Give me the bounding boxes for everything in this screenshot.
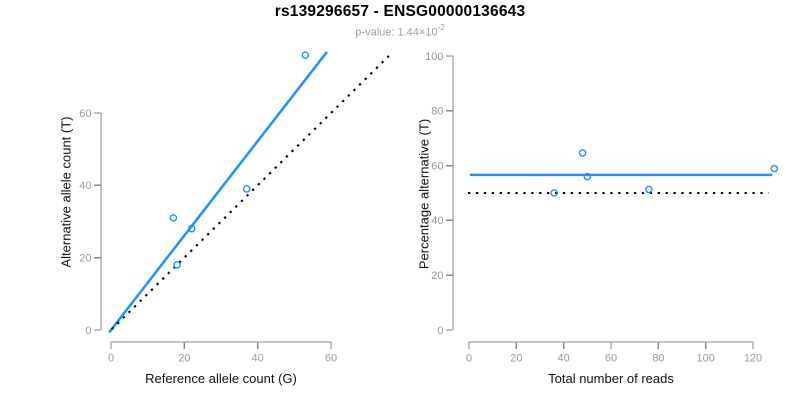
x-tick-label: 40 bbox=[252, 353, 264, 365]
p-value-text: p-value: 1.44×10 bbox=[355, 26, 438, 39]
data-point bbox=[583, 172, 592, 181]
y-tick-label: 80 bbox=[431, 106, 443, 118]
x-axis-title-left: Reference allele count (G) bbox=[145, 371, 297, 386]
data-point bbox=[169, 214, 178, 222]
data-point bbox=[187, 224, 196, 233]
x-tick-label: 100 bbox=[696, 353, 714, 365]
y-tick-label: 40 bbox=[79, 180, 91, 192]
identity-line bbox=[110, 53, 392, 331]
y-tick-label: 20 bbox=[431, 270, 443, 282]
right-plot: 0 20 40 60 80 100 0 20 40 60 80 100 120 bbox=[425, 51, 779, 365]
data-point bbox=[550, 189, 559, 197]
data-point bbox=[645, 185, 653, 194]
y-tick-label: 60 bbox=[431, 160, 443, 172]
fit-line bbox=[108, 51, 328, 334]
x-tick-label: 120 bbox=[744, 353, 762, 365]
y-axis-title-right: Percentage alternative (T) bbox=[416, 118, 432, 270]
y-tick-label: 100 bbox=[425, 51, 443, 63]
x-tick-label: 20 bbox=[178, 353, 190, 365]
data-point bbox=[173, 261, 181, 269]
plot-title: rs139296657 - ENSG00000136643 bbox=[274, 3, 526, 20]
x-tick-label: 40 bbox=[558, 353, 570, 365]
x-tick-label: 80 bbox=[652, 353, 664, 365]
data-point bbox=[242, 185, 251, 193]
data-point bbox=[578, 149, 587, 157]
data-point bbox=[770, 164, 779, 173]
x-axis-title-right: Total number of reads bbox=[548, 371, 674, 386]
y-tick-label: 0 bbox=[85, 325, 91, 337]
data-point bbox=[301, 51, 310, 59]
x-tick-label: 0 bbox=[466, 353, 472, 365]
x-tick-label: 20 bbox=[510, 353, 522, 365]
y-tick-label: 60 bbox=[79, 108, 91, 120]
x-tick-label: 60 bbox=[605, 353, 617, 365]
p-value-exponent: -2 bbox=[437, 23, 445, 32]
y-tick-label: 40 bbox=[431, 215, 443, 227]
left-plot: 0 20 40 60 0 20 40 60 bbox=[79, 51, 392, 365]
p-value-subtitle: p-value: 1.44×10-2 bbox=[0, 23, 800, 39]
y-tick-label: 20 bbox=[79, 252, 91, 264]
y-axis-title-left: Alternative allele count (T) bbox=[58, 116, 74, 268]
y-tick-label: 0 bbox=[437, 325, 443, 337]
x-tick-label: 60 bbox=[325, 353, 337, 365]
x-tick-label: 0 bbox=[108, 353, 114, 365]
